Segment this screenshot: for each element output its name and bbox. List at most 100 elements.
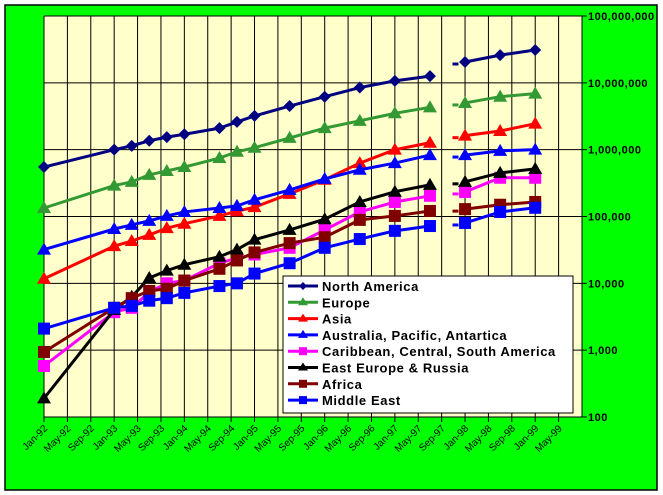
square-marker [423,204,436,217]
triangle-marker [142,167,157,180]
triangle-marker [317,171,332,184]
triangle-marker [124,174,139,187]
square-marker [318,241,331,254]
triangle-marker [159,221,174,234]
triangle-marker [422,148,437,161]
triangle-marker [177,257,192,270]
series-africa [38,195,542,358]
diamond-marker [388,74,401,87]
series-australia-pacific-antartica [37,142,543,255]
triangle-marker [493,89,508,102]
square-marker [459,185,472,198]
triangle-marker [528,161,543,174]
legend-label: Middle East [322,393,401,408]
triangle-marker [212,208,227,221]
series-asia [37,116,543,284]
triangle-marker [177,204,192,217]
diamond-marker [248,109,261,122]
diamond-marker [529,43,542,56]
square-marker [353,213,366,226]
triangle-marker [212,151,227,164]
triangle-marker [229,198,244,211]
triangle-marker [387,106,402,119]
series-north-america [38,43,542,174]
square-marker [38,359,50,372]
triangle-marker [422,135,437,148]
y-tick-label: 100 [588,412,608,424]
triangle-marker [493,124,508,137]
triangle-marker [387,156,402,169]
y-tick-label: 10,000 [588,278,625,290]
legend-item: Caribbean, Central, South America [288,344,555,359]
triangle-marker [247,140,262,153]
diamond-marker [160,131,173,144]
legend-label: Africa [322,377,363,392]
diamond-marker [213,122,226,135]
square-marker [299,396,307,405]
y-axis-ticks: 100 1,000 10,000 100,000 1,000,000 10,000,000… [588,11,655,424]
triangle-marker [352,156,367,169]
triangle-marker [317,121,332,134]
triangle-marker [124,217,139,230]
square-marker [125,299,138,312]
square-marker [143,294,156,307]
triangle-marker [177,216,192,229]
triangle-marker [107,178,122,191]
square-marker [230,277,243,290]
legend-item: Australia, Pacific, Antartica [288,328,507,343]
legend-item: Asia [288,312,352,327]
square-marker [283,237,296,250]
square-marker [213,262,226,275]
legend-item: East Europe & Russia [288,361,469,376]
diamond-marker [494,49,507,62]
square-marker [213,280,226,293]
triangle-marker [458,95,473,108]
triangle-marker [352,194,367,207]
triangle-marker [352,162,367,175]
triangle-marker [229,242,244,255]
y-tick-label: 1,000,000 [588,145,641,157]
legend-label: Asia [322,312,352,327]
y-tick-label: 100,000,000 [588,11,655,23]
triangle-marker [247,192,262,205]
legend-label: Australia, Pacific, Antartica [322,328,507,343]
triangle-marker [247,200,262,213]
legend-label: Europe [322,295,370,310]
triangle-marker [37,391,51,404]
triangle-marker [458,148,473,161]
square-marker [423,220,436,233]
square-marker [459,203,472,216]
triangle-marker [528,142,543,155]
diamond-marker [459,55,472,68]
square-marker [459,216,472,229]
legend-label: East Europe & Russia [322,361,469,376]
series-group [37,43,543,404]
square-marker [318,231,331,244]
series-middle-east [38,201,542,335]
triangle-marker [247,232,262,245]
series-europe [37,86,543,214]
square-marker [494,205,507,218]
triangle-marker [298,297,308,306]
triangle-marker [298,329,308,338]
square-marker [178,274,191,287]
triangle-marker [317,212,332,225]
triangle-marker [298,362,308,371]
triangle-marker [282,130,297,143]
legend-item: North America [288,279,418,294]
square-marker [299,379,307,388]
triangle-marker [142,227,157,240]
square-marker [230,254,243,267]
square-marker [388,224,401,237]
diamond-marker [423,70,436,83]
diamond-marker [353,81,366,94]
square-marker [143,284,156,297]
square-marker [423,189,436,202]
square-marker [388,195,401,208]
triangle-marker [107,222,122,235]
triangle-marker [212,201,227,214]
diamond-marker [178,128,191,141]
